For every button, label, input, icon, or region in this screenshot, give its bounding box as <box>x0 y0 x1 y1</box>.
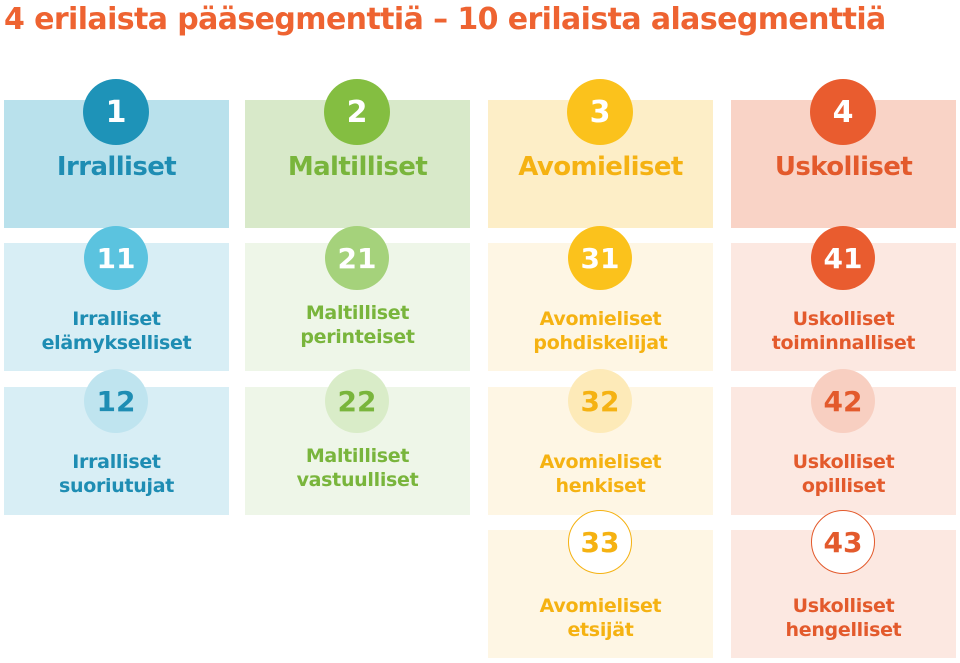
subsegment-label: Irralliset suoriutujat <box>4 450 229 498</box>
subsegment-label-line2: vastuulliset <box>296 469 419 491</box>
subsegment-label: Avomieliset pohdiskelijat <box>488 307 713 355</box>
subsegment-label-line1: Avomieliset <box>539 451 662 473</box>
subsegment-number-badge: 11 <box>84 226 148 290</box>
subsegment-label-line2: etsijät <box>567 619 634 641</box>
page-title: 4 erilaista pääsegmenttiä – 10 erilaista… <box>4 2 886 37</box>
subsegment-label-line2: perinteiset <box>300 326 415 348</box>
subsegment-label-line2: toiminnalliset <box>771 332 916 354</box>
subsegment-number-badge: 12 <box>84 369 148 433</box>
subsegment-label: Avomieliset henkiset <box>488 450 713 498</box>
subsegment-label-line1: Maltilliset <box>305 445 410 467</box>
subsegment-label-line2: suoriutujat <box>58 475 175 497</box>
subsegment-label-line2: elämykselliset <box>41 332 192 354</box>
subsegment-label-line2: hengelliset <box>785 619 902 641</box>
subsegment-number-badge: 22 <box>325 369 389 433</box>
main-segment-number-badge: 1 <box>83 79 149 145</box>
main-segment-number-badge: 4 <box>810 79 876 145</box>
main-segment-label: Irralliset <box>56 152 177 182</box>
main-segment-number-badge: 2 <box>324 79 390 145</box>
subsegment-number-badge: 33 <box>568 510 632 574</box>
subsegment-number-badge: 41 <box>811 226 875 290</box>
subsegment-number-badge: 42 <box>811 369 875 433</box>
subsegment-label: Avomieliset etsijät <box>488 594 713 642</box>
subsegment-label-line1: Uskolliset <box>792 451 895 473</box>
subsegment-label-line1: Avomieliset <box>539 308 662 330</box>
subsegment-number-badge: 32 <box>568 369 632 433</box>
subsegment-label: Uskolliset hengelliset <box>731 594 956 642</box>
main-segment-label: Avomieliset <box>518 152 683 182</box>
subsegment-number-badge: 21 <box>325 226 389 290</box>
subsegment-label-line1: Avomieliset <box>539 595 662 617</box>
main-segment-number-badge: 3 <box>567 79 633 145</box>
subsegment-label-line2: henkiset <box>555 475 646 497</box>
subsegment-number-badge: 43 <box>811 510 875 574</box>
subsegment-label: Uskolliset opilliset <box>731 450 956 498</box>
subsegment-label-line1: Irralliset <box>72 308 161 330</box>
subsegment-label-line2: pohdiskelijat <box>533 332 668 354</box>
subsegment-label: Maltilliset perinteiset <box>245 301 470 349</box>
subsegment-label: Maltilliset vastuulliset <box>245 444 470 492</box>
subsegment-label-line1: Irralliset <box>72 451 161 473</box>
subsegment-label-line1: Maltilliset <box>305 302 410 324</box>
subsegment-label-line1: Uskolliset <box>792 308 895 330</box>
subsegment-label-line2: opilliset <box>801 475 886 497</box>
subsegment-label: Uskolliset toiminnalliset <box>731 307 956 355</box>
subsegment-label-line1: Uskolliset <box>792 595 895 617</box>
main-segment-label: Maltilliset <box>287 152 428 182</box>
subsegment-label: Irralliset elämykselliset <box>4 307 229 355</box>
main-segment-label: Uskolliset <box>774 152 913 182</box>
subsegment-number-badge: 31 <box>568 226 632 290</box>
